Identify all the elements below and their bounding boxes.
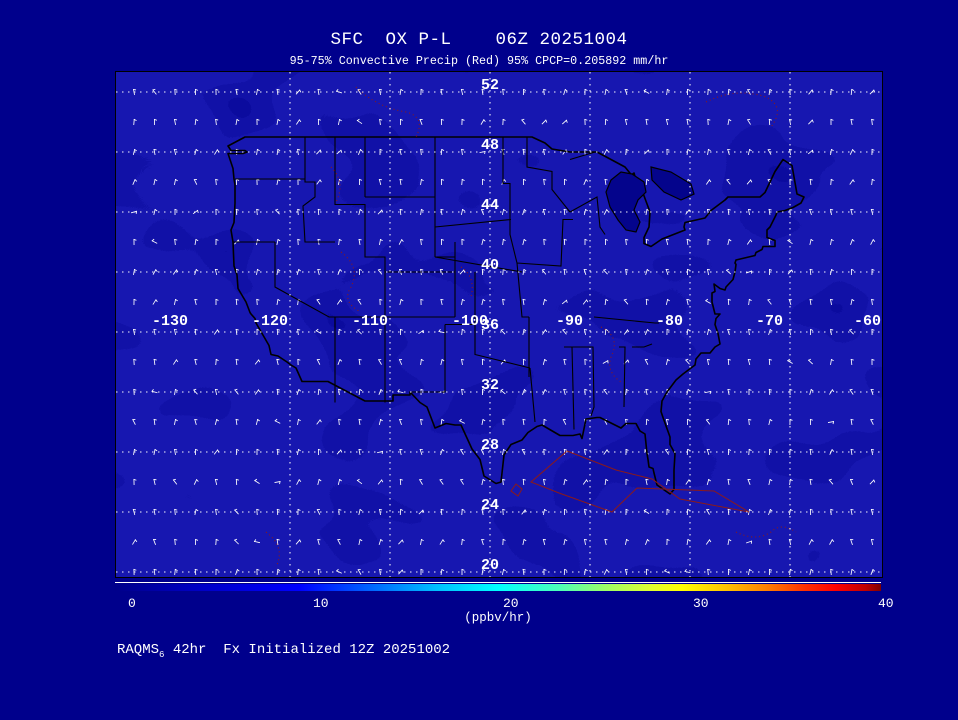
- svg-text:24: 24: [481, 497, 499, 514]
- svg-text:44: 44: [481, 197, 499, 214]
- svg-text:-60: -60: [854, 313, 881, 330]
- svg-text:52: 52: [481, 77, 499, 94]
- svg-text:-110: -110: [352, 313, 388, 330]
- svg-text:40: 40: [481, 257, 499, 274]
- svg-text:-70: -70: [756, 313, 783, 330]
- svg-text:20: 20: [481, 557, 499, 574]
- svg-text:-130: -130: [152, 313, 188, 330]
- svg-text:-120: -120: [252, 313, 288, 330]
- svg-text:28: 28: [481, 437, 499, 454]
- svg-text:-100: -100: [452, 313, 488, 330]
- svg-text:48: 48: [481, 137, 499, 154]
- svg-text:-80: -80: [656, 313, 683, 330]
- svg-text:32: 32: [481, 377, 499, 394]
- svg-text:-90: -90: [556, 313, 583, 330]
